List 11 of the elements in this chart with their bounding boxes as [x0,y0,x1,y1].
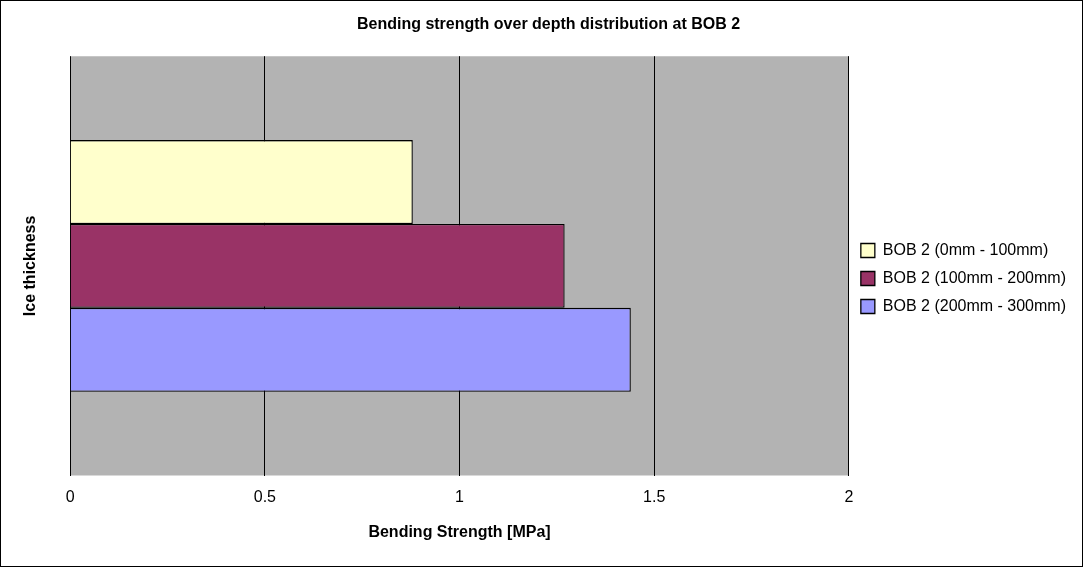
x-tick-label: 2 [844,487,854,505]
x-tick-label: 1.5 [643,487,666,505]
legend-label: BOB 2 (0mm - 100mm) [882,240,1049,258]
legend-label: BOB 2 (200mm - 300mm) [882,296,1066,314]
y-axis-title: Ice thickness [21,215,39,317]
legend-label: BOB 2 (100mm - 200mm) [882,268,1066,286]
x-tick-label: 1 [455,487,465,505]
x-tick-label: 0.5 [253,487,277,505]
chart-title: Bending strength over depth distribution at BOB 2 [356,15,741,33]
x-tick-label: 0 [65,487,75,505]
x-axis-title: Bending Strength [MPa] [368,522,551,540]
